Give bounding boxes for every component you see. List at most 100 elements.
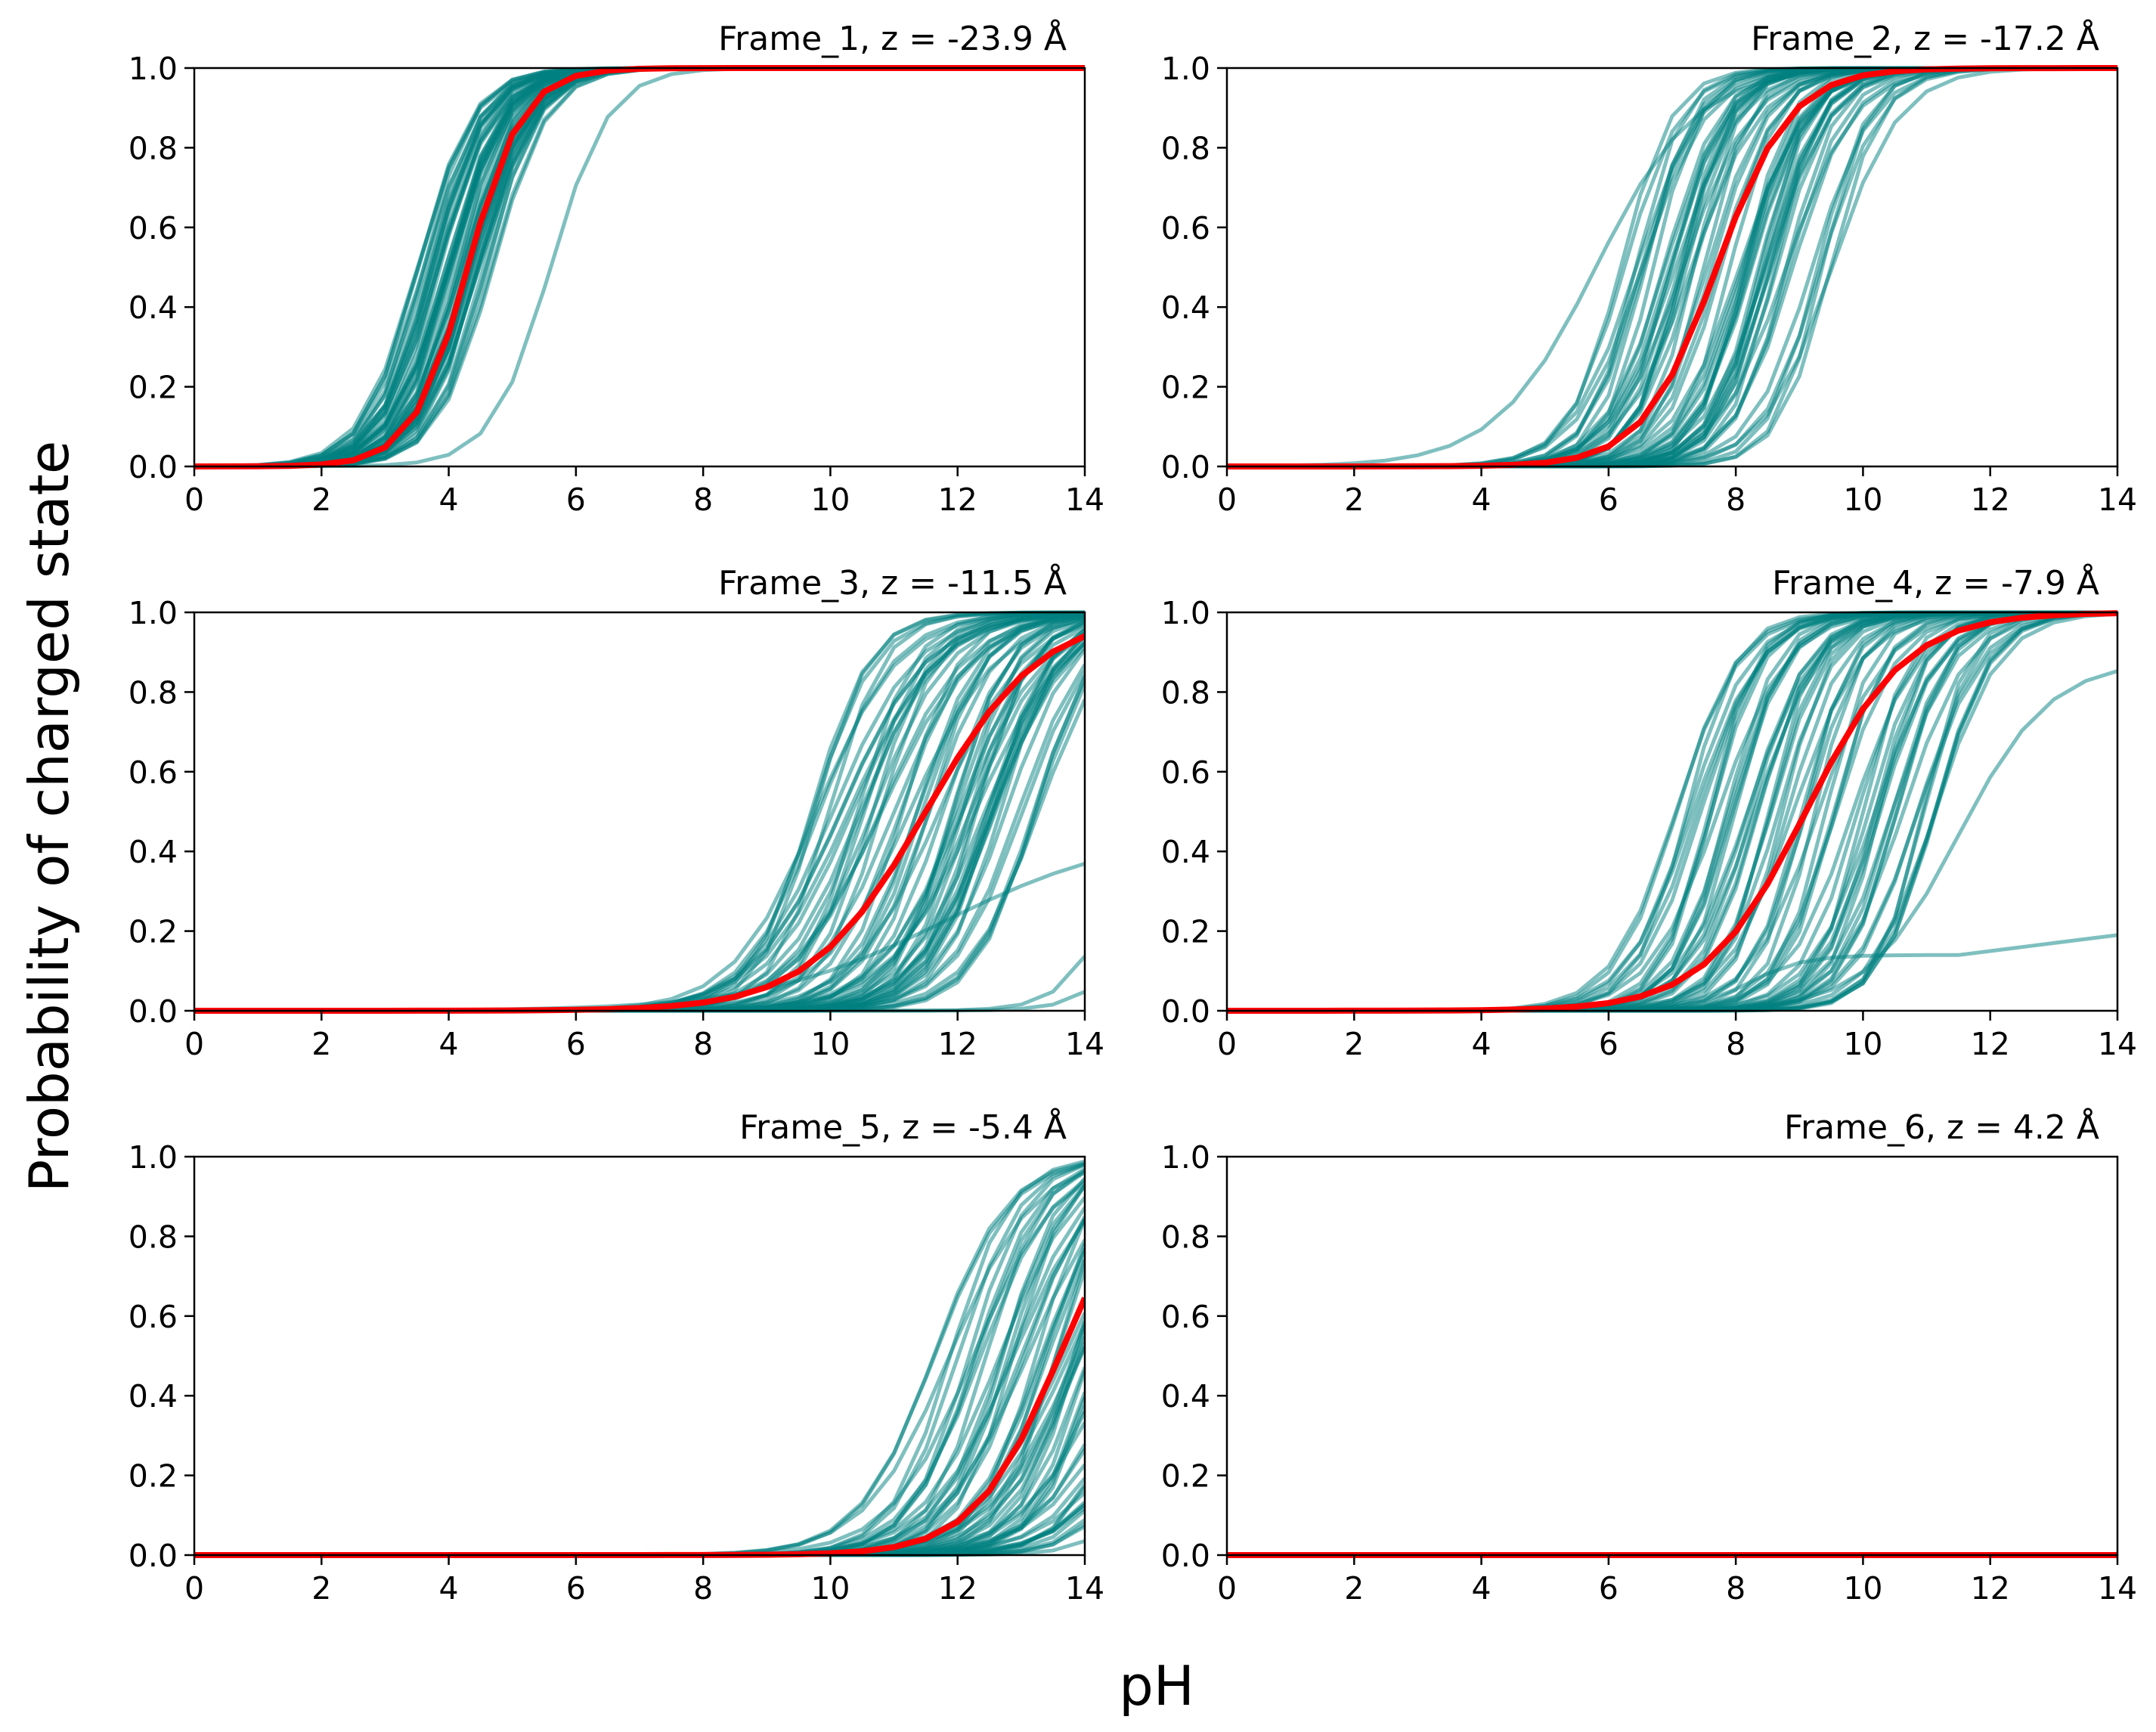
plot-area	[194, 65, 1085, 469]
x-tick-label: 14	[2098, 1570, 2137, 1607]
ensemble-curve	[194, 66, 1085, 469]
x-tick-label: 14	[2098, 482, 2137, 518]
panel-title: Frame_6, z = 4.2 Å	[1784, 1107, 2099, 1147]
y-tick-label: 0.8	[1161, 1219, 1210, 1255]
ensemble-curve	[194, 66, 1085, 469]
ensemble-curve	[194, 66, 1085, 469]
y-tick-label: 0.6	[1161, 754, 1210, 791]
axes-frame	[193, 67, 1086, 468]
y-tick-label: 0.8	[129, 1219, 178, 1255]
ensemble-curve	[194, 66, 1085, 469]
y-tick-label: 0.2	[129, 914, 178, 950]
y-tick-label: 0.4	[129, 834, 178, 870]
y-tick-label: 1.0	[129, 595, 178, 631]
x-tick-label: 14	[2098, 1026, 2137, 1062]
ensemble-curve	[194, 66, 1085, 469]
y-tick-label: 0.0	[1161, 993, 1210, 1030]
ensemble-curve	[194, 66, 1085, 469]
x-tick-label: 2	[311, 1570, 331, 1607]
subplot-frame-5: 0 2 4 6 8 10 12 14 0.0 0.2 0.4 0.6 0.8 1.0 Frame_5, z …	[129, 1107, 1104, 1607]
ensemble-curve	[194, 66, 1085, 469]
ensemble-curve	[194, 66, 1085, 469]
ensemble-curve	[194, 66, 1085, 469]
subplot-frame-6: 0 2 4 6 8 10 12 14 0.0 0.2 0.4 0.6 0.8 1.0 Frame_6, z …	[1161, 1107, 2137, 1607]
ensemble-curve	[194, 1218, 1085, 1557]
ensemble-curve	[194, 66, 1085, 469]
x-tick-label: 6	[566, 1570, 586, 1607]
ensemble-curve	[194, 66, 1085, 469]
ensemble-curve	[194, 66, 1085, 469]
ensemble-curve	[194, 66, 1085, 469]
y-tick-label: 0.6	[1161, 1299, 1210, 1335]
x-tick-label: 6	[1599, 1026, 1619, 1062]
panel-title: Frame_1, z = -23.9 Å	[718, 18, 1067, 58]
ensemble-curve	[194, 66, 1085, 469]
y-tick-label: 0.2	[129, 1458, 178, 1495]
y-tick-label: 0.2	[1161, 1458, 1210, 1495]
x-tick-label: 0	[184, 1570, 204, 1607]
ensemble-curve	[194, 66, 1085, 469]
ensemble-curve	[194, 66, 1085, 469]
y-tick-label: 0.2	[1161, 370, 1210, 406]
ensemble-curve	[194, 66, 1085, 469]
ensemble-curve	[194, 66, 1085, 469]
x-tick-label: 4	[439, 1570, 459, 1607]
x-tick-label: 0	[1217, 1570, 1237, 1607]
ensemble-curve	[194, 66, 1085, 469]
ensemble-curve	[194, 66, 1085, 469]
x-tick-label: 8	[693, 1026, 713, 1062]
x-tick-label: 4	[1472, 1026, 1492, 1062]
y-tick-label: 0.6	[129, 1299, 178, 1335]
x-tick-label: 6	[566, 482, 586, 518]
y-axis-label: Probability of charged state	[17, 441, 81, 1192]
x-tick-label: 2	[311, 1026, 331, 1062]
x-tick-label: 8	[693, 1570, 713, 1607]
ensemble-curve	[194, 66, 1085, 469]
plot-area	[194, 1159, 1085, 1558]
ensemble-curve	[194, 66, 1085, 469]
ensemble-curve	[194, 66, 1085, 469]
ensemble-curve	[194, 66, 1085, 469]
ensemble-curve	[194, 66, 1085, 469]
axes-frame	[1225, 67, 2119, 468]
x-tick-label: 8	[693, 482, 713, 518]
mean-curve	[194, 65, 1085, 469]
y-tick-label: 0.0	[1161, 1538, 1210, 1574]
ensemble-curve	[194, 66, 1085, 469]
x-tick-label: 10	[810, 1570, 850, 1607]
y-tick-label: 0.0	[1161, 449, 1210, 485]
x-tick-label: 2	[311, 482, 331, 518]
ensemble-curve	[194, 66, 1085, 469]
x-tick-label: 8	[1726, 1570, 1746, 1607]
axes-frame	[193, 611, 1086, 1012]
ensemble-curve	[194, 1217, 1085, 1557]
x-tick-label: 2	[1344, 1026, 1364, 1062]
ensemble-curve	[194, 66, 1085, 469]
panel-title: Frame_5, z = -5.4 Å	[739, 1107, 1067, 1147]
x-tick-label: 10	[810, 1026, 850, 1062]
ensemble-curve	[194, 66, 1085, 469]
y-tick-label: 0.8	[1161, 130, 1210, 166]
axes-frame	[193, 1155, 1086, 1557]
ensemble-curve	[194, 66, 1085, 469]
x-tick-label: 10	[1843, 482, 1882, 518]
panel-title: Frame_2, z = -17.2 Å	[1751, 18, 2099, 58]
x-tick-label: 6	[1599, 1570, 1619, 1607]
ensemble-curve	[194, 1219, 1085, 1557]
x-tick-label: 12	[938, 1026, 977, 1062]
ensemble-curve	[194, 66, 1085, 469]
ensemble-curve	[194, 66, 1085, 469]
ensemble-curve	[194, 66, 1085, 469]
x-tick-label: 4	[439, 482, 459, 518]
ensemble-curve	[194, 66, 1085, 469]
ensemble-curve	[194, 66, 1085, 469]
y-tick-label: 0.8	[1161, 674, 1210, 711]
x-tick-label: 14	[1065, 1026, 1104, 1062]
x-tick-label: 12	[938, 482, 977, 518]
x-tick-label: 10	[1843, 1570, 1882, 1607]
x-tick-label: 6	[566, 1026, 586, 1062]
y-tick-label: 0.4	[129, 1378, 178, 1414]
y-tick-label: 0.6	[1161, 210, 1210, 246]
y-tick-label: 1.0	[1161, 1139, 1210, 1176]
ensemble-curve	[194, 66, 1085, 469]
